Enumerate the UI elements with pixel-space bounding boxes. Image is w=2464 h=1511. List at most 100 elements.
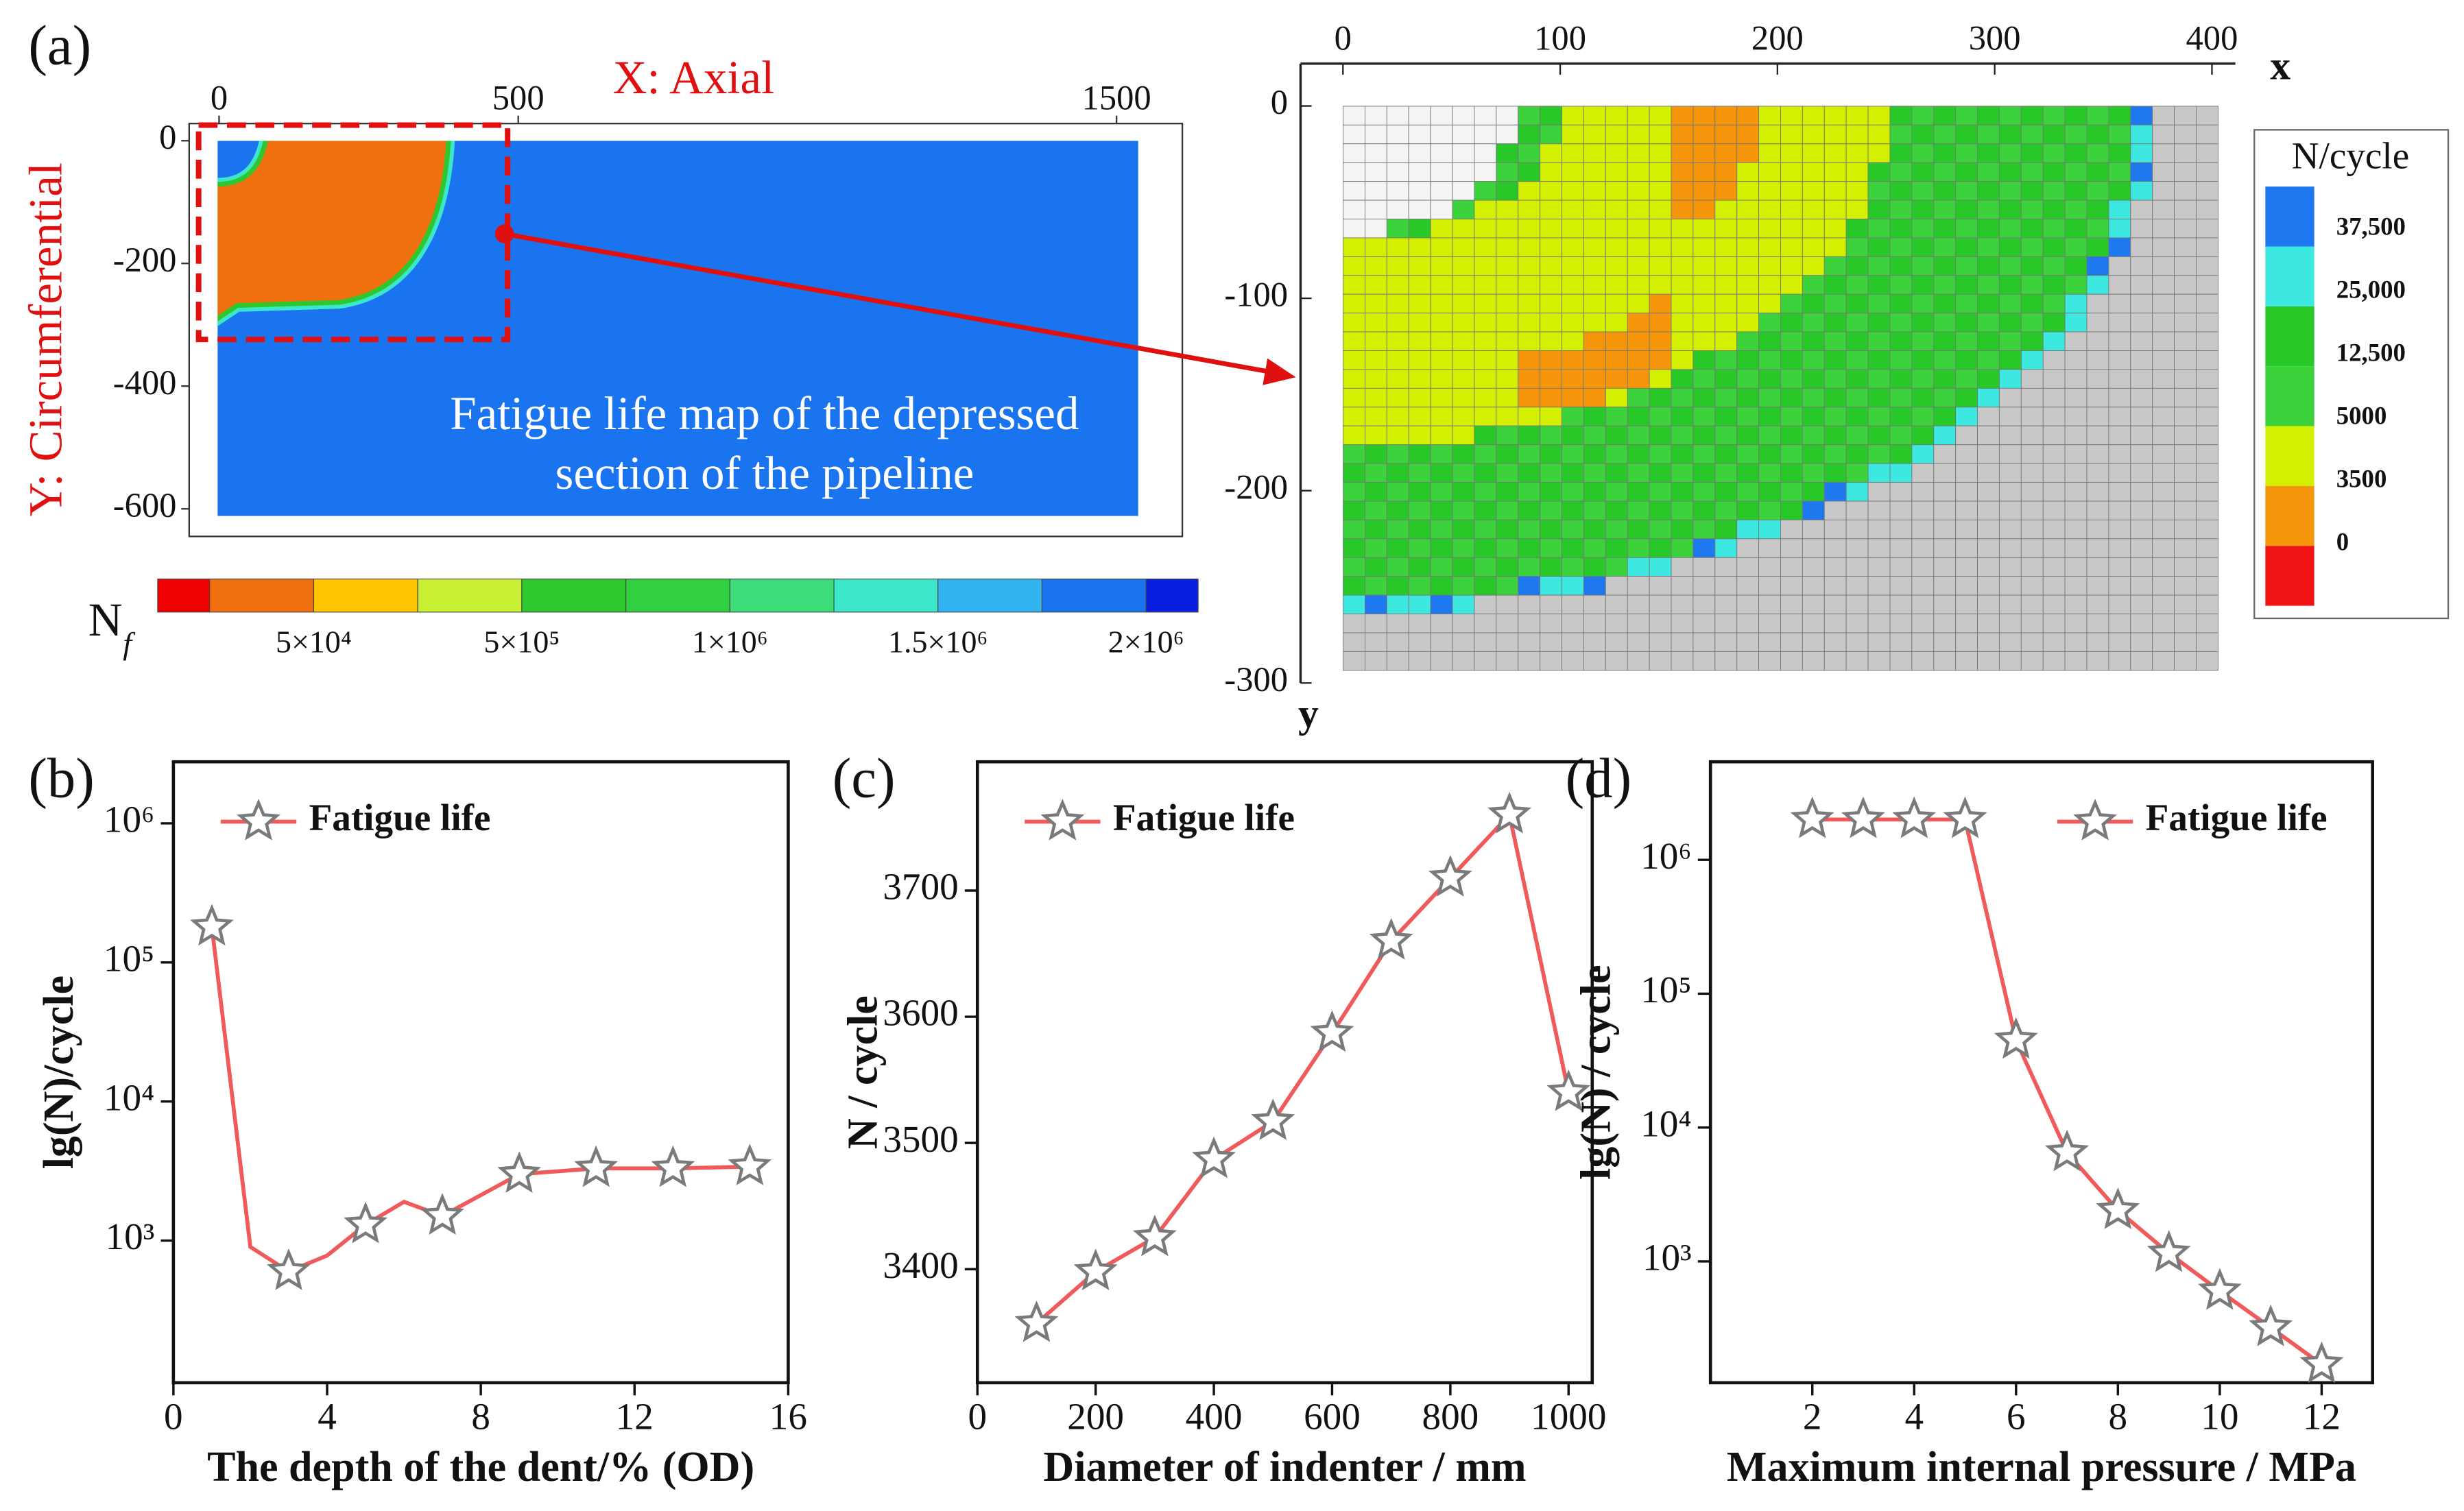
cell bbox=[1714, 256, 1738, 276]
cell bbox=[1605, 369, 1628, 389]
cell bbox=[1365, 576, 1387, 596]
cell bbox=[1562, 500, 1584, 520]
cell bbox=[2108, 181, 2131, 201]
cell bbox=[1758, 124, 1781, 145]
cell bbox=[1736, 387, 1760, 408]
annotation: section of the pipeline bbox=[555, 447, 974, 499]
cell bbox=[1408, 576, 1431, 596]
cell bbox=[1780, 293, 1803, 314]
cell bbox=[1714, 500, 1738, 520]
cell bbox=[2020, 576, 2044, 596]
cell bbox=[1823, 387, 1847, 408]
cell bbox=[1955, 369, 1978, 389]
cell bbox=[1343, 369, 1365, 389]
cell bbox=[1605, 463, 1628, 483]
cell bbox=[2064, 463, 2088, 483]
cell bbox=[2174, 407, 2197, 426]
cell bbox=[1845, 200, 1869, 219]
cell bbox=[1823, 313, 1847, 333]
cell bbox=[1758, 444, 1781, 464]
cell bbox=[1889, 124, 1913, 145]
cell bbox=[1518, 482, 1541, 502]
cell bbox=[2174, 293, 2197, 314]
cell bbox=[2196, 350, 2218, 370]
cell bbox=[1452, 331, 1475, 351]
cell bbox=[1496, 576, 1519, 596]
cell bbox=[1474, 181, 1497, 201]
cell bbox=[1649, 256, 1672, 276]
cell bbox=[1998, 143, 2022, 163]
cell bbox=[1452, 293, 1475, 314]
cell bbox=[2152, 106, 2175, 125]
cell bbox=[1845, 143, 1869, 163]
cell bbox=[1802, 632, 1825, 652]
zoom-arrow bbox=[503, 231, 1275, 375]
cell bbox=[1714, 632, 1738, 652]
cell bbox=[1998, 387, 2022, 408]
cell bbox=[2064, 651, 2088, 671]
cell bbox=[1386, 219, 1409, 239]
cell bbox=[1867, 219, 1891, 239]
cell bbox=[2086, 651, 2109, 671]
cell bbox=[1802, 293, 1825, 314]
cell bbox=[1977, 181, 2000, 201]
cell bbox=[2108, 387, 2131, 408]
cell bbox=[2042, 293, 2066, 314]
cell bbox=[2152, 463, 2175, 483]
cell bbox=[2064, 293, 2088, 314]
cell bbox=[2174, 369, 2197, 389]
cell bbox=[2196, 313, 2218, 333]
cell bbox=[1408, 594, 1431, 615]
cell bbox=[1933, 219, 1957, 239]
cell bbox=[1802, 256, 1825, 276]
cell bbox=[1343, 576, 1365, 596]
cell bbox=[1430, 162, 1453, 182]
cell bbox=[2196, 576, 2218, 596]
cell bbox=[1474, 594, 1497, 615]
cell bbox=[1889, 387, 1913, 408]
x-tick-label: 0 bbox=[211, 79, 228, 117]
cell bbox=[1474, 237, 1497, 257]
cell bbox=[1955, 632, 1978, 652]
cell bbox=[2108, 651, 2131, 671]
cell bbox=[1583, 369, 1606, 389]
cell bbox=[1540, 463, 1562, 483]
cell bbox=[1408, 651, 1431, 671]
cell bbox=[1518, 162, 1541, 182]
cell bbox=[2108, 369, 2131, 389]
cell bbox=[1977, 482, 2000, 502]
cell bbox=[2152, 538, 2175, 558]
cell bbox=[2174, 313, 2197, 333]
cell bbox=[1365, 519, 1387, 540]
cell bbox=[2152, 162, 2175, 182]
cell bbox=[2020, 237, 2044, 257]
cell bbox=[1649, 219, 1672, 239]
cell bbox=[1692, 519, 1716, 540]
cell bbox=[1867, 425, 1891, 446]
cell bbox=[1540, 313, 1562, 333]
cell bbox=[1714, 463, 1738, 483]
cell bbox=[2130, 331, 2153, 351]
cell bbox=[2042, 425, 2066, 446]
cell bbox=[1365, 538, 1387, 558]
cell bbox=[1758, 519, 1781, 540]
cell bbox=[1518, 143, 1541, 163]
field-cover bbox=[204, 126, 521, 141]
cell bbox=[1933, 369, 1957, 389]
cell bbox=[1583, 387, 1606, 408]
cell bbox=[2130, 576, 2153, 596]
cell bbox=[1955, 181, 1978, 201]
cell bbox=[2064, 614, 2088, 633]
panel-label: (d) bbox=[1566, 746, 1632, 809]
cell bbox=[1474, 162, 1497, 182]
cell bbox=[1911, 500, 1935, 520]
cell bbox=[1736, 256, 1760, 276]
cell bbox=[1583, 106, 1606, 125]
cell bbox=[1998, 500, 2022, 520]
x-tick-label: 8 bbox=[471, 1396, 490, 1438]
cell bbox=[1933, 237, 1957, 257]
cell bbox=[1452, 407, 1475, 426]
x-tick-label: 200 bbox=[1067, 1396, 1124, 1438]
x-tick-label: 200 bbox=[1751, 19, 1804, 57]
cell bbox=[1671, 407, 1694, 426]
